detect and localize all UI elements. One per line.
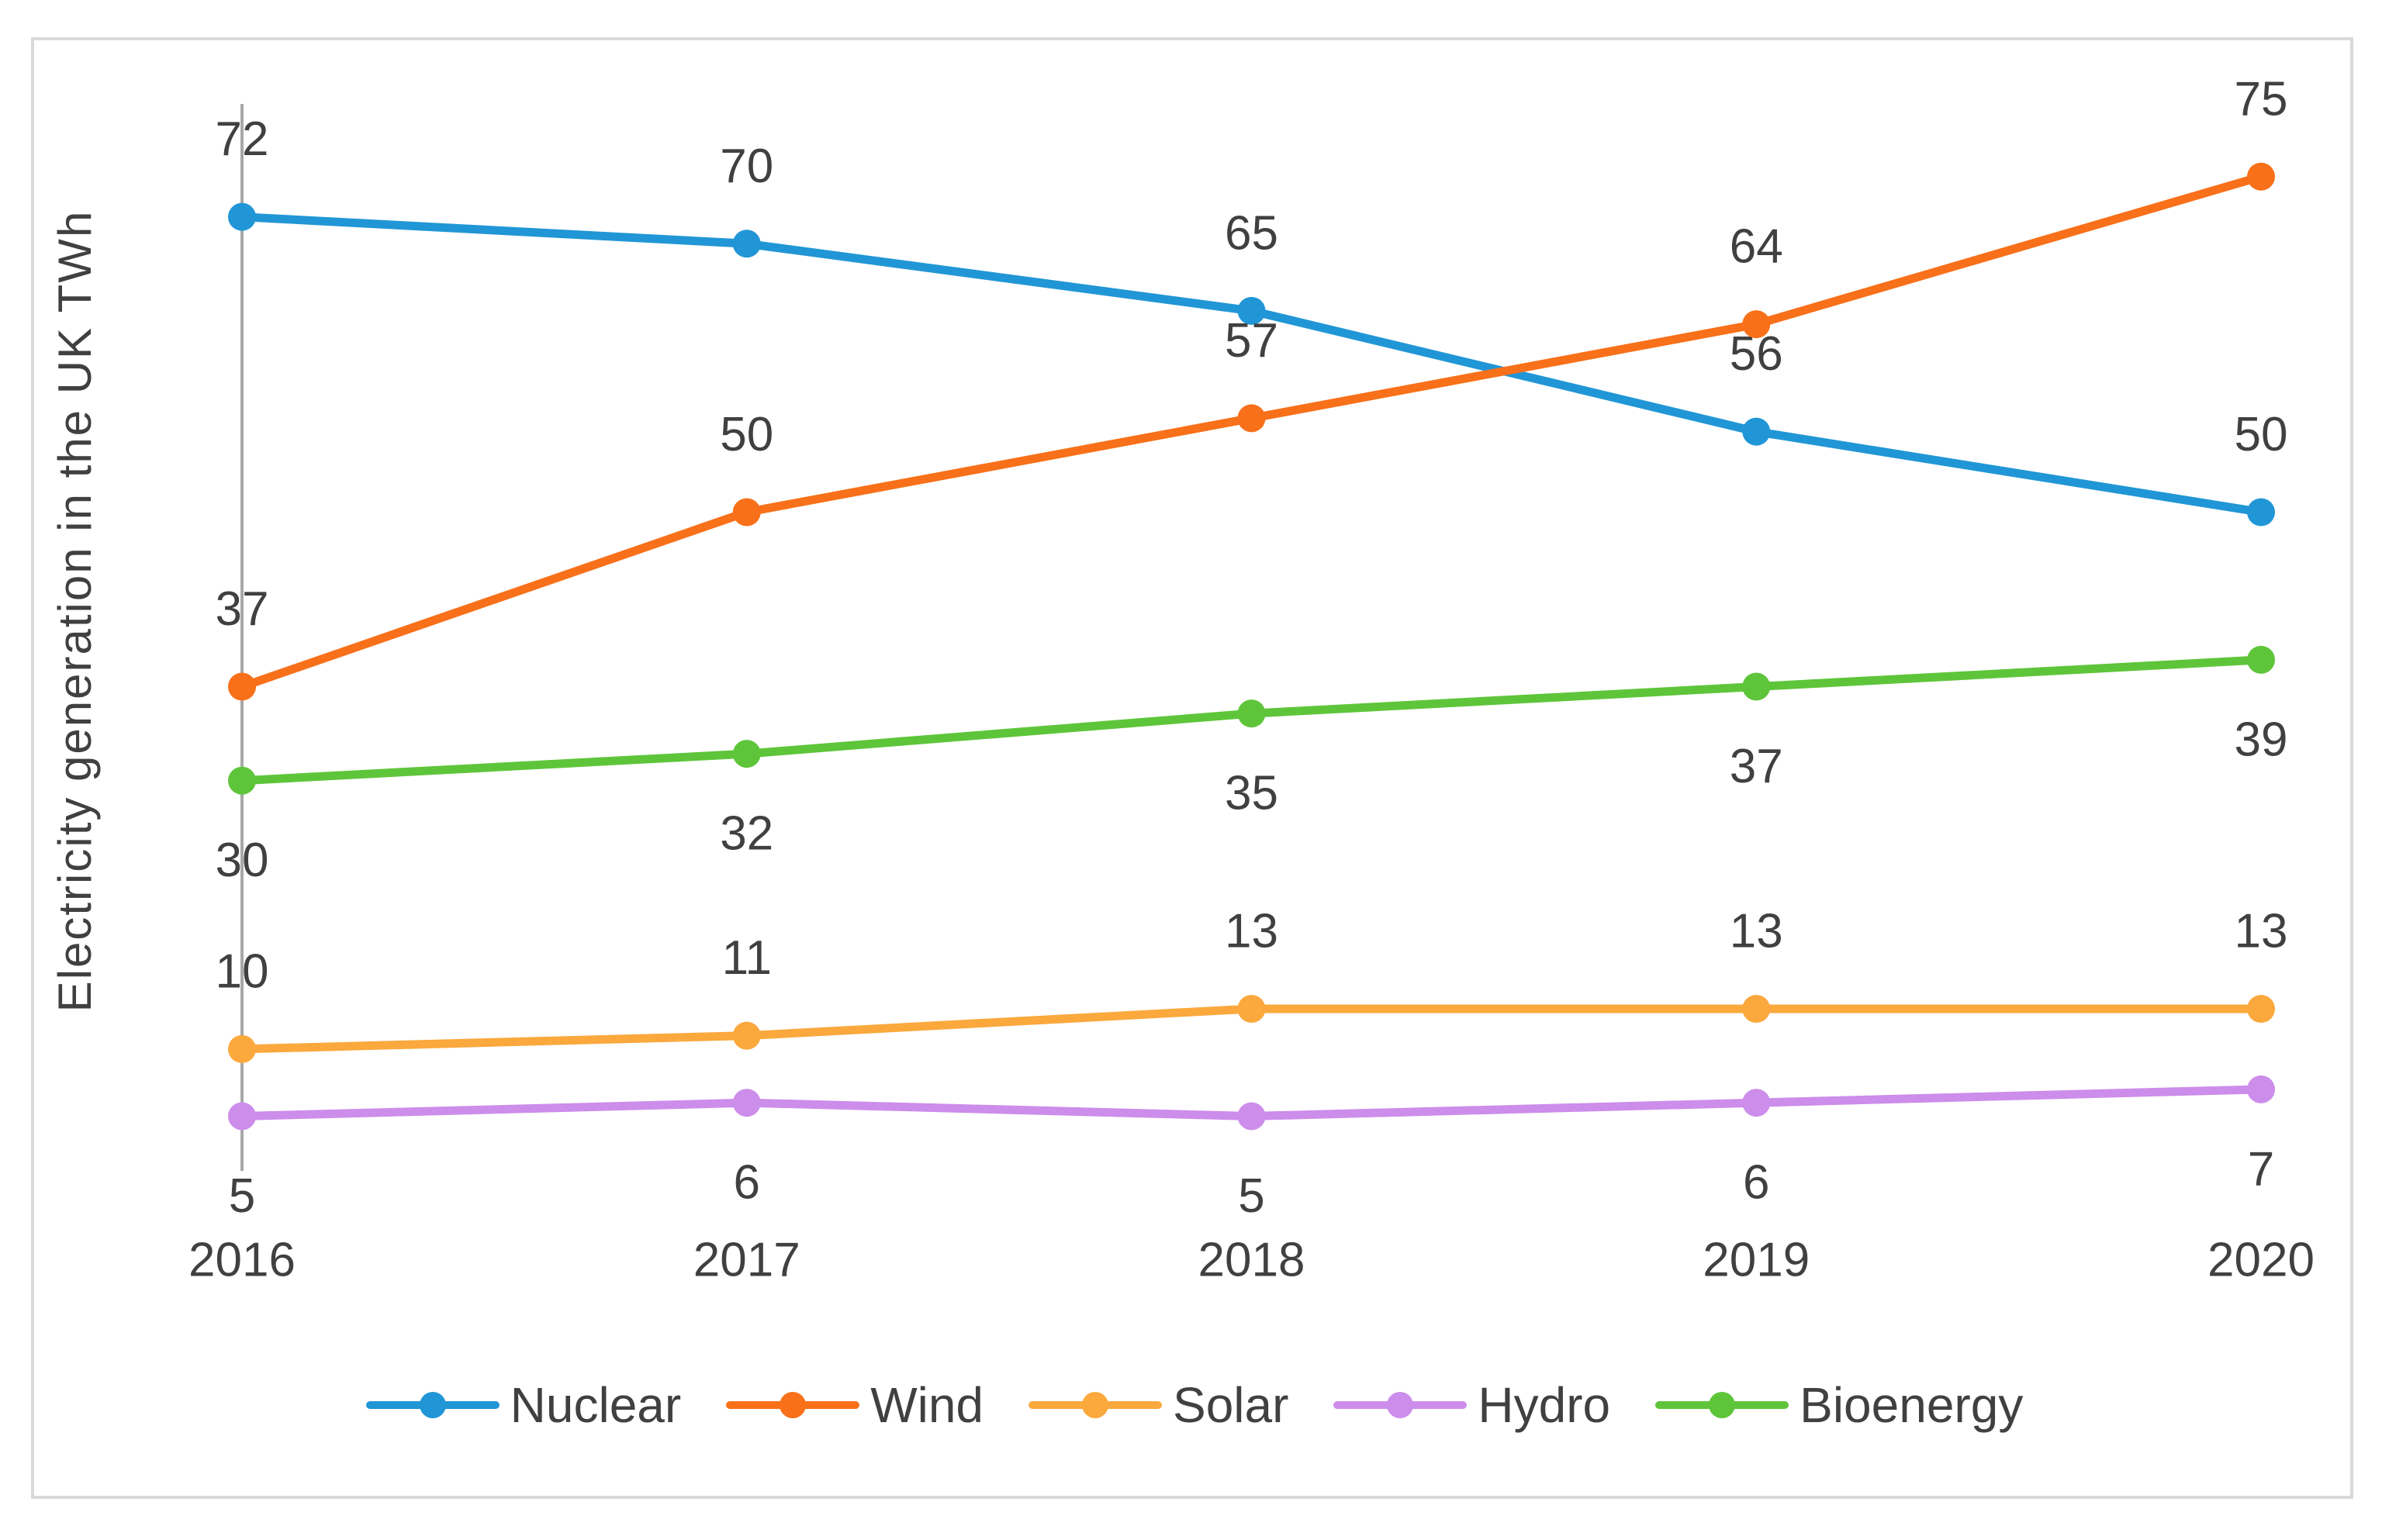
- data-point-nuclear-2016: [228, 202, 256, 231]
- data-point-solar-2018: [1237, 994, 1266, 1023]
- y-axis-title: Electricity generation in the UK TWh: [49, 209, 101, 1013]
- data-label-bioenergy-2019: 37: [1730, 740, 1783, 793]
- hydro-line-marker-icon: [1333, 1391, 1468, 1419]
- data-point-wind-2018: [1237, 404, 1266, 433]
- x-tick-label-2017: 2017: [693, 1234, 800, 1287]
- data-label-solar-2020: 13: [2235, 904, 2288, 958]
- data-label-hydro-2016: 5: [229, 1169, 255, 1223]
- data-label-hydro-2017: 6: [734, 1156, 760, 1210]
- legend-item-wind: Wind: [726, 1376, 984, 1434]
- data-point-solar-2019: [1742, 994, 1771, 1023]
- data-label-hydro-2018: 5: [1238, 1169, 1264, 1223]
- data-point-bioenergy-2020: [2247, 645, 2275, 674]
- data-label-wind-2018: 57: [1225, 314, 1278, 368]
- data-point-nuclear-2018: [1237, 296, 1266, 325]
- solar-line-marker-icon: [1029, 1391, 1163, 1419]
- legend-item-bioenergy: Bioenergy: [1655, 1376, 2023, 1434]
- data-label-wind-2016: 37: [216, 582, 269, 636]
- legend-label-hydro: Hydro: [1478, 1377, 1611, 1433]
- nuclear-line-marker-icon: [365, 1391, 500, 1419]
- data-point-bioenergy-2019: [1742, 672, 1771, 701]
- data-label-solar-2019: 13: [1730, 904, 1783, 958]
- data-point-bioenergy-2016: [228, 766, 256, 795]
- data-point-nuclear-2020: [2247, 498, 2275, 527]
- data-label-wind-2017: 50: [720, 408, 773, 461]
- data-point-hydro-2016: [228, 1102, 256, 1131]
- data-point-hydro-2020: [2247, 1075, 2275, 1103]
- data-label-bioenergy-2017: 32: [720, 807, 773, 861]
- legend-item-nuclear: Nuclear: [365, 1376, 682, 1434]
- data-label-nuclear-2016: 72: [216, 112, 269, 166]
- x-tick-label-2018: 2018: [1198, 1234, 1305, 1287]
- data-label-bioenergy-2020: 39: [2235, 713, 2288, 766]
- data-label-nuclear-2017: 70: [720, 140, 773, 193]
- data-label-nuclear-2020: 50: [2235, 408, 2288, 461]
- legend-label-nuclear: Nuclear: [510, 1377, 682, 1433]
- data-label-solar-2018: 13: [1225, 904, 1278, 958]
- x-tick-label-2019: 2019: [1703, 1234, 1810, 1287]
- data-label-hydro-2020: 7: [2248, 1142, 2274, 1196]
- data-point-wind-2016: [228, 672, 256, 701]
- data-point-hydro-2017: [732, 1089, 761, 1117]
- data-point-wind-2017: [732, 498, 761, 527]
- x-tick-label-2016: 2016: [188, 1234, 296, 1287]
- x-tick-label-2020: 2020: [2207, 1234, 2315, 1287]
- legend-label-bioenergy: Bioenergy: [1800, 1377, 2024, 1433]
- data-label-solar-2017: 11: [722, 931, 772, 985]
- data-point-solar-2017: [732, 1021, 761, 1050]
- legend-item-hydro: Hydro: [1333, 1376, 1610, 1434]
- data-point-nuclear-2017: [732, 230, 761, 258]
- legend-label-wind: Wind: [870, 1377, 984, 1433]
- data-label-bioenergy-2018: 35: [1225, 767, 1278, 820]
- legend-item-solar: Solar: [1029, 1376, 1288, 1434]
- data-label-solar-2016: 10: [216, 944, 269, 998]
- data-label-wind-2019: 64: [1730, 220, 1783, 274]
- data-point-bioenergy-2017: [732, 740, 761, 768]
- wind-line-marker-icon: [726, 1391, 860, 1419]
- data-label-bioenergy-2016: 30: [216, 834, 269, 887]
- data-point-hydro-2018: [1237, 1102, 1266, 1131]
- data-label-wind-2020: 75: [2235, 72, 2288, 126]
- data-label-hydro-2019: 6: [1743, 1156, 1769, 1210]
- data-label-nuclear-2018: 65: [1225, 206, 1278, 260]
- data-point-nuclear-2019: [1742, 417, 1771, 446]
- data-point-hydro-2019: [1742, 1089, 1771, 1117]
- data-point-wind-2020: [2247, 162, 2275, 191]
- data-point-wind-2019: [1742, 310, 1771, 339]
- legend-label-solar: Solar: [1173, 1377, 1289, 1433]
- data-point-bioenergy-2018: [1237, 699, 1266, 728]
- data-point-solar-2020: [2247, 994, 2275, 1023]
- bioenergy-line-marker-icon: [1655, 1391, 1789, 1419]
- chart-legend: Nuclear Wind Solar Hydro Bioenergy: [0, 1366, 2389, 1444]
- data-point-solar-2016: [228, 1034, 256, 1063]
